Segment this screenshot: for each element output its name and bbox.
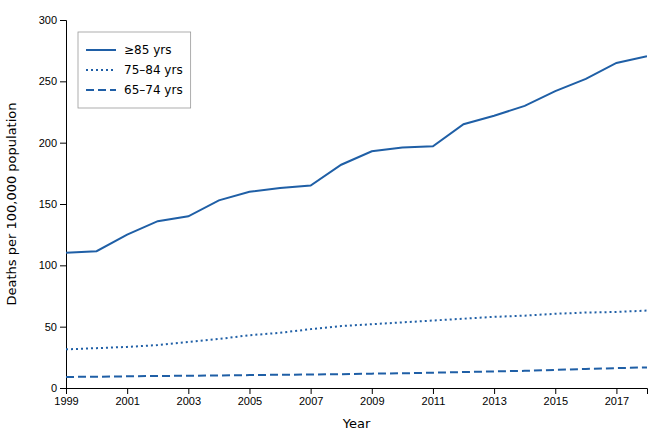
legend-label: 65–74 yrs (124, 83, 183, 97)
y-axis: 0 50 100 150 200 250 300 (39, 14, 67, 394)
tick: 2007 (299, 388, 323, 407)
tick: 2017 (605, 388, 629, 407)
tick-mark (494, 388, 495, 394)
tick: 2003 (177, 388, 201, 407)
tick-mark (311, 388, 312, 394)
tick-label: 100 (39, 259, 57, 271)
tick: 100 (39, 259, 66, 271)
tick: 2005 (238, 388, 262, 407)
tick-label: 250 (39, 75, 57, 87)
line (66, 367, 647, 377)
tick: 1999 (54, 388, 78, 407)
tick-label: 2017 (605, 395, 629, 407)
line (66, 56, 647, 253)
tick-mark (60, 327, 66, 328)
tick: 2001 (115, 388, 139, 407)
tick-label: 2009 (360, 395, 384, 407)
tick-label: 1999 (54, 395, 78, 407)
legend: ≥85 yrs 75–84 yrs 65–74 yrs (78, 32, 191, 108)
axis-line (67, 389, 648, 395)
tick: 150 (39, 198, 66, 210)
tick: 2013 (482, 388, 506, 407)
tick-mark (616, 388, 617, 394)
plot-area: 1999 2001 2003 2005 2007 2009 2011 2013 2015 2017… (39, 14, 648, 407)
tick-mark (249, 388, 250, 394)
tick-label: 50 (45, 321, 57, 333)
tick-mark (60, 81, 66, 82)
legend-swatch (86, 49, 116, 51)
y-axis-title: Deaths per 100,000 population (4, 102, 19, 305)
tick-label: 2015 (544, 395, 568, 407)
tick-mark (60, 388, 66, 389)
tick: 0 (51, 382, 66, 394)
legend-label: 75–84 yrs (124, 63, 183, 77)
tick-mark (127, 388, 128, 394)
tick-label: 2007 (299, 395, 323, 407)
tick-label: 2003 (177, 395, 201, 407)
tick: 250 (39, 75, 66, 87)
tick: 2009 (360, 388, 384, 407)
tick-mark (60, 265, 66, 266)
tick-mark (60, 143, 66, 144)
axis-line (60, 21, 67, 389)
tick-mark (60, 204, 66, 205)
line (66, 311, 647, 350)
tick-mark (433, 388, 434, 394)
tick-mark (60, 20, 66, 21)
tick-label: 300 (39, 14, 57, 26)
tick-label: 2005 (238, 395, 262, 407)
tick: 50 (45, 321, 66, 333)
tick: 2015 (544, 388, 568, 407)
tick-label: 2013 (482, 395, 506, 407)
tick-label: 2001 (115, 395, 139, 407)
legend-label: ≥85 yrs (124, 43, 171, 57)
tick-mark (188, 388, 189, 394)
chart: 1999 2001 2003 2005 2007 2009 2011 2013 2015 2017… (0, 0, 671, 438)
tick-mark (372, 388, 373, 394)
legend-swatch (86, 89, 116, 91)
tick-label: 2011 (422, 395, 446, 407)
x-axis-title: Year (342, 416, 371, 431)
legend-box (78, 32, 191, 108)
tick-label: 150 (39, 198, 57, 210)
tick: 300 (39, 14, 66, 26)
tick-mark (555, 388, 556, 394)
tick-label: 0 (51, 382, 57, 394)
tick: 2011 (422, 388, 446, 407)
tick-label: 200 (39, 137, 57, 149)
legend-swatch (86, 69, 116, 71)
tick: 200 (39, 137, 66, 149)
x-axis: 1999 2001 2003 2005 2007 2009 2011 2013 2015 2017 (54, 388, 647, 407)
